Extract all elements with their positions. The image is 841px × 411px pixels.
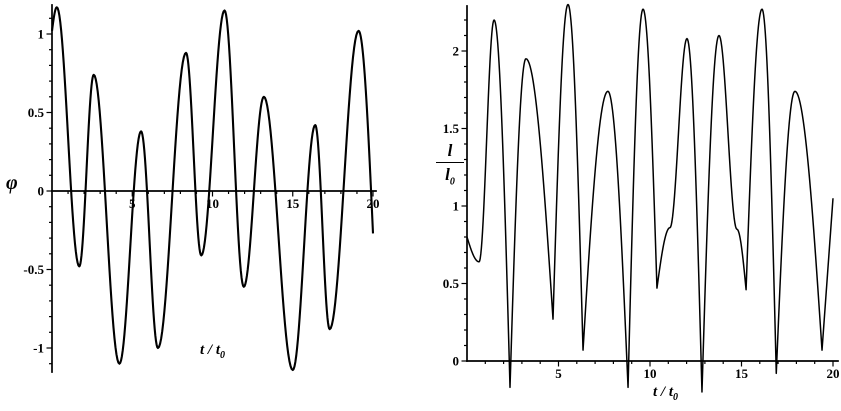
left-x-axis-label-subscript: 0 [220,350,226,361]
right-x-tick-label: 5 [555,366,562,381]
left-x-tick-label: 15 [286,196,300,211]
right-chart: 5 10 15 20 2 1.5 1 0.5 0 [443,3,840,393]
right-y-tick-label: 0.5 [443,276,460,291]
right-y-tick-label: 1 [453,199,460,214]
right-y-tick-label: 0 [453,354,460,369]
right-y-axis-label: l l0 [436,141,464,187]
left-x-axis-label: t / t0 [200,342,226,361]
left-y-tick-label: 0.5 [28,105,45,120]
left-curve [50,6,375,372]
left-x-tick-label: 20 [367,196,380,211]
right-x-axis-label: t / t0 [653,384,679,403]
left-y-tick-label: 0 [38,184,45,199]
right-curve [466,3,834,393]
left-y-tick-label: -0.5 [23,262,44,277]
right-y-axis-label-numerator: l [436,141,464,163]
right-x-tick-label: 10 [644,366,657,381]
right-x-axis-label-subscript: 0 [673,392,679,403]
left-y-tick-label: -1 [33,341,44,356]
right-x-tick-label: 20 [827,366,840,381]
right-y-tick-label: 1.5 [443,121,460,136]
right-y-tick-label: 2 [453,44,460,59]
left-y-axis-label: φ [6,172,18,194]
left-y-tick-label: 1 [38,27,45,42]
right-x-tick-label: 15 [735,366,749,381]
right-y-axis-label-denominator: l0 [445,165,455,188]
